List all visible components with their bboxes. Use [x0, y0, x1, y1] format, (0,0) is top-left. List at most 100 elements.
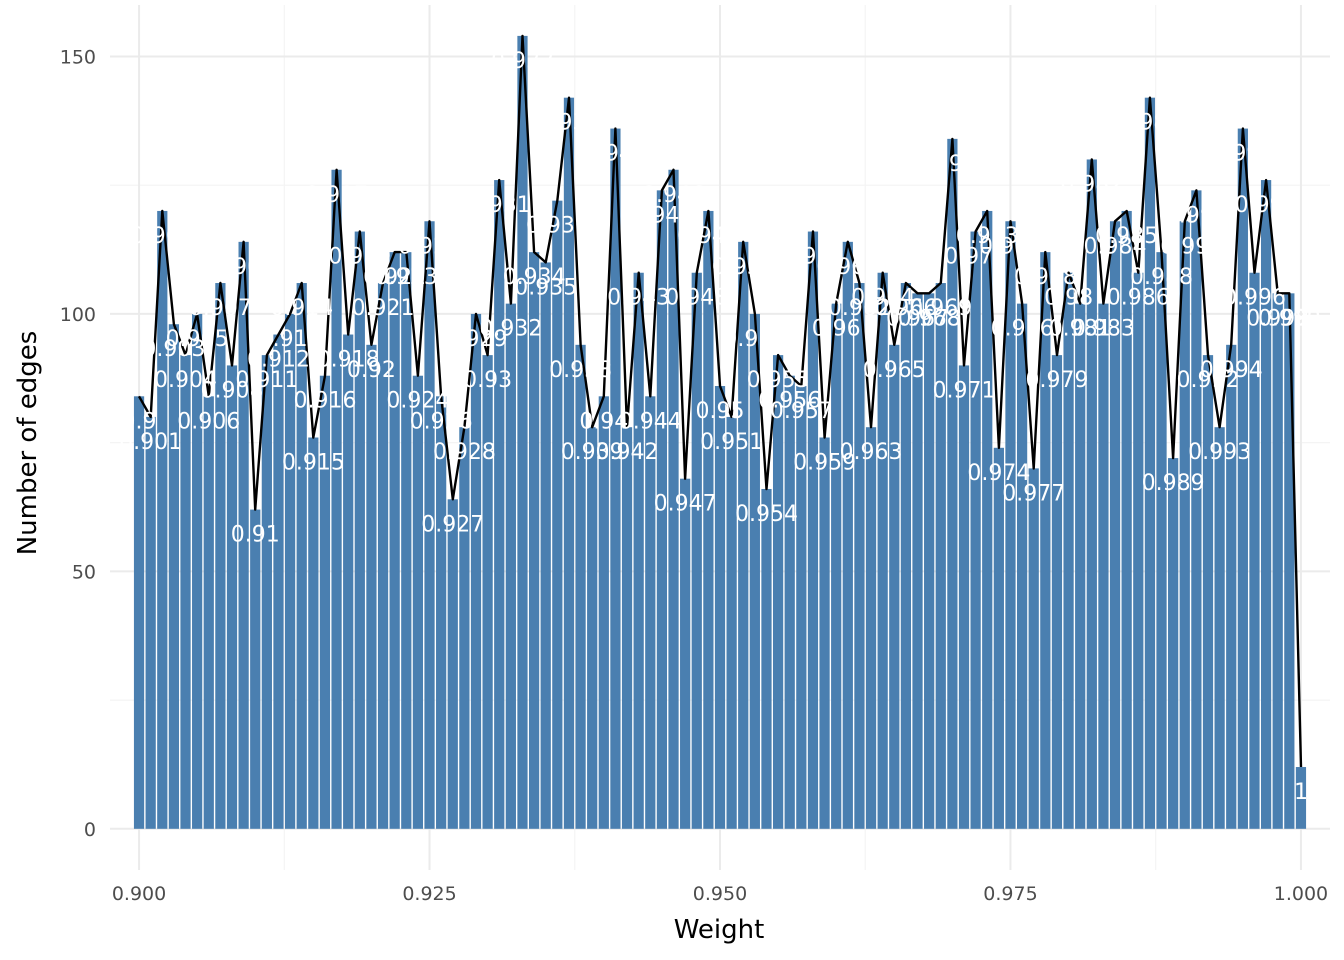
- bar: [796, 386, 807, 829]
- bar: [831, 303, 842, 829]
- bar: [656, 190, 668, 829]
- bar: [993, 447, 1004, 829]
- bar: [470, 313, 482, 829]
- bar-label: 0.916: [293, 389, 356, 414]
- bar-label: 0.964: [851, 286, 914, 311]
- bar: [505, 303, 516, 829]
- bar: [1179, 221, 1190, 829]
- bar-label: 0.977: [1002, 481, 1065, 506]
- bar: [517, 35, 528, 829]
- bar-label: 0.9: [122, 409, 157, 434]
- bar-label: 0.908: [201, 378, 264, 403]
- bar: [970, 231, 981, 829]
- bar: [610, 128, 621, 829]
- bar: [494, 180, 505, 829]
- bar-label: 0.903: [142, 337, 205, 362]
- bar-label: 0.98: [1044, 286, 1093, 311]
- bar: [1214, 427, 1225, 829]
- bar: [1098, 303, 1109, 829]
- bar-label: 0.913: [259, 327, 322, 352]
- bar-label: 0.981: [1049, 317, 1112, 342]
- bar: [784, 375, 795, 829]
- y-tick-label: 100: [60, 304, 96, 326]
- bar: [308, 437, 319, 829]
- bar-label: 0.902: [131, 224, 194, 249]
- x-axis-title: Weight: [674, 915, 765, 945]
- bar: [296, 283, 307, 829]
- bar: [865, 427, 877, 829]
- bar: [145, 416, 156, 829]
- bar-label: 0.959: [793, 451, 856, 476]
- bar-label: 0.988: [1130, 265, 1193, 290]
- bar: [331, 169, 342, 829]
- bar-label: 0.99: [1160, 234, 1209, 259]
- x-tick-label: 0.925: [402, 883, 456, 905]
- bar-label: 0.929: [445, 327, 508, 352]
- bar-label: 0.979: [1025, 368, 1088, 393]
- bar: [192, 313, 203, 829]
- bar: [1121, 210, 1132, 829]
- bar-label: 0.995: [1211, 142, 1274, 167]
- bar-label: 0.953: [723, 327, 786, 352]
- bar: [401, 252, 412, 829]
- bar: [668, 169, 679, 829]
- bar-label: 0.971: [933, 378, 996, 403]
- bar-label: 0.932: [479, 317, 542, 342]
- bar-label: 0.919: [328, 245, 391, 270]
- bar: [645, 396, 656, 829]
- bar: [587, 427, 598, 829]
- bar: [238, 241, 249, 829]
- bar: [1040, 252, 1051, 829]
- bar-label: 0.997: [1235, 193, 1298, 218]
- bar: [900, 283, 912, 829]
- bar-label: 0.938: [549, 358, 612, 383]
- bar-label: 0.939: [561, 440, 624, 465]
- bar-label: 0.94: [579, 409, 628, 434]
- bar-label: 0.91: [231, 523, 280, 548]
- y-tick-label: 50: [72, 561, 96, 583]
- series-line: [137, 34, 1303, 768]
- bar: [273, 334, 284, 829]
- bar: [528, 252, 540, 829]
- bar: [703, 210, 714, 829]
- bar: [482, 355, 493, 829]
- bar-label: 0.965: [863, 358, 926, 383]
- bar: [1144, 97, 1156, 829]
- bar: [226, 365, 238, 829]
- bar-label: 0.928: [433, 440, 496, 465]
- bar-label: 1: [1294, 780, 1308, 805]
- bar: [1237, 128, 1248, 829]
- bar: [284, 313, 296, 829]
- bar-label: 0.937: [537, 111, 600, 136]
- bar: [180, 355, 191, 829]
- bar-label: 0.936: [526, 214, 589, 239]
- bar-label: 0.949: [677, 224, 740, 249]
- bar-label: 0.954: [735, 502, 798, 527]
- bar-label: 0.901: [119, 430, 182, 455]
- bar: [1191, 190, 1202, 829]
- bar: [377, 283, 389, 829]
- bar-label: 0.945: [630, 203, 693, 228]
- bar-label: 0.915: [282, 451, 345, 476]
- bar: [1109, 221, 1121, 829]
- bar: [1156, 252, 1167, 829]
- bar: [319, 375, 331, 829]
- bar: [1051, 355, 1063, 829]
- bar: [621, 427, 633, 829]
- bar-label: 0.97: [928, 152, 977, 177]
- bar-label: 0.906: [177, 409, 240, 434]
- bar-label: 0.963: [840, 440, 903, 465]
- bar-label: 0.987: [1118, 111, 1181, 136]
- bar-label: 0.991: [1165, 203, 1228, 228]
- bar-label: 0.943: [607, 286, 670, 311]
- bar-label: 0.912: [247, 348, 310, 373]
- bar-label: 0.946: [642, 183, 705, 208]
- bar-label: 0.986: [1107, 286, 1170, 311]
- bar-label: 0.92: [347, 358, 396, 383]
- y-axis-title: Number of edges: [13, 331, 43, 556]
- bar: [958, 365, 970, 829]
- bar-label: 0.978: [1014, 265, 1077, 290]
- bar-label: 0.942: [596, 440, 659, 465]
- bar-label: 0.952: [712, 255, 775, 280]
